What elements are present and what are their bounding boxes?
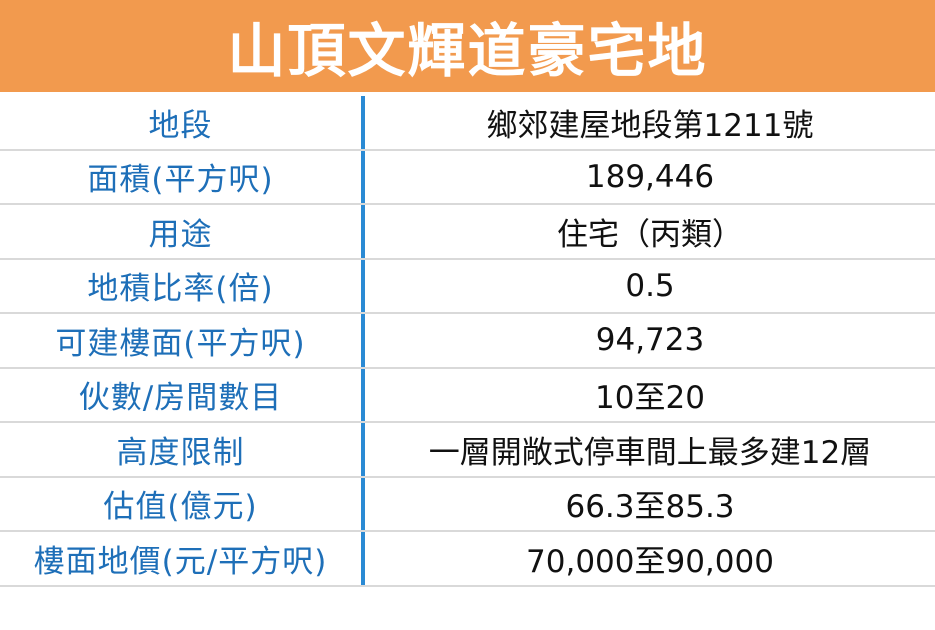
title: 山頂文輝道豪宅地 [227, 17, 708, 85]
row-value: 70,000至90,000 [526, 543, 774, 580]
table-row: 樓面地價(元/平方呎) 70,000至90,000 [0, 532, 935, 587]
row-value: 189,446 [585, 158, 715, 195]
row-value: 鄉郊建屋地段第1211號 [486, 107, 814, 144]
row-label: 地積比率(倍) [0, 259, 365, 312]
row-value: 住宅（丙類） [557, 216, 743, 253]
row-label: 用途 [0, 205, 365, 258]
row-value: 0.5 [625, 267, 675, 304]
table-row: 地積比率(倍) 0.5 [0, 259, 935, 314]
row-label: 地段 [0, 96, 365, 149]
row-label: 高度限制 [0, 423, 365, 476]
row-label: 樓面地價(元/平方呎) [0, 532, 365, 585]
row-label: 可建樓面(平方呎) [0, 314, 365, 367]
table-row: 伙數/房間數目 10至20 [0, 368, 935, 423]
row-value: 94,723 [595, 322, 705, 359]
row-value: 66.3至85.3 [565, 489, 735, 526]
table-row: 地段 鄉郊建屋地段第1211號 [0, 96, 935, 151]
row-value: 一層開敞式停車間上最多建12層 [428, 434, 872, 471]
header: 山頂文輝道豪宅地 [0, 0, 935, 92]
table-row: 估值(億元) 66.3至85.3 [0, 477, 935, 532]
row-label: 面積(平方呎) [0, 150, 365, 203]
table-row: 可建樓面(平方呎) 94,723 [0, 314, 935, 369]
table: 地段 鄉郊建屋地段第1211號面積(平方呎) 189,446 用途 住宅（丙類） 地積比率… [0, 96, 935, 587]
table-row: 面積(平方呎) 189,446 [0, 150, 935, 205]
row-label: 估值(億元) [0, 477, 365, 530]
table-row: 用途 住宅（丙類） [0, 205, 935, 260]
row-value: 10至20 [595, 380, 705, 417]
table-row: 高度限制 一層開敞式停車間上最多建12層 [0, 423, 935, 478]
row-label: 伙數/房間數目 [0, 368, 365, 421]
